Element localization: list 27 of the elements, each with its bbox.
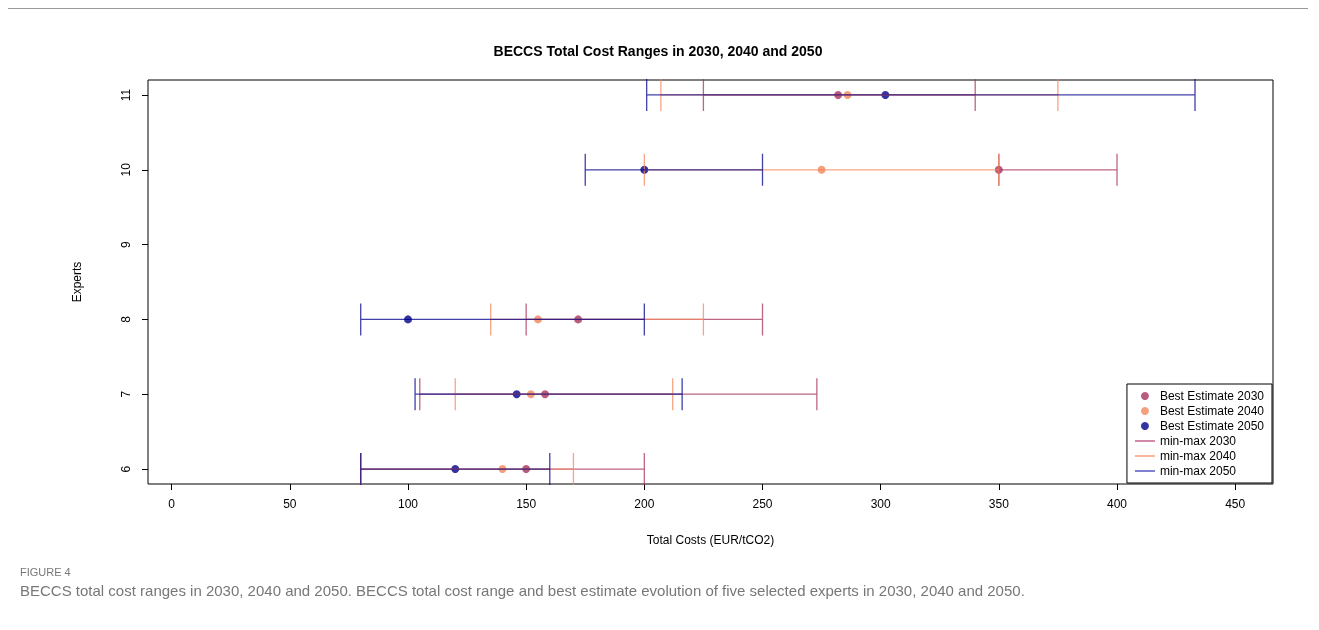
x-tick-label: 450 (1225, 497, 1246, 511)
x-tick-label: 350 (988, 497, 1010, 511)
x-tick-label: 250 (752, 497, 773, 511)
y-tick-label: 9 (119, 240, 133, 248)
legend-label: Best Estimate 2040 (1159, 404, 1265, 418)
y-tick-label: 8 (119, 315, 133, 323)
legend-label: min-max 2030 (1159, 434, 1237, 448)
x-tick-label: 150 (516, 497, 537, 511)
caption: FIGURE 4 (20, 566, 72, 578)
x-tick-label: 200 (634, 497, 655, 511)
legend-label: Best Estimate 2030 (1159, 389, 1265, 403)
x-tick-label: 300 (870, 497, 891, 511)
x-tick-label: 100 (397, 497, 419, 511)
text: BECCS total cost ranges in 2030, 2040 and 2050. BECCS total cost range and best estimate evolution of five selected experts in 2030, 2040 and 2050. (20, 582, 1026, 599)
legend-label: min-max 2040 (1159, 449, 1237, 463)
x-axis-title: Total Costs (EUR/tCO2) (646, 533, 775, 547)
legend-label: Best Estimate 2050 (1159, 419, 1265, 433)
y-tick-label: 6 (119, 465, 133, 473)
x-tick-label: 50 (283, 497, 297, 511)
x-tick-label: 0 (168, 497, 176, 511)
y-tick-label: 11 (119, 88, 133, 102)
legend-label: min-max 2050 (1159, 464, 1237, 478)
y-axis-title: Experts (70, 261, 84, 303)
chart-title: BECCS Total Cost Ranges in 2030, 2040 and 2050 (493, 43, 823, 59)
x-tick-label: 400 (1107, 497, 1128, 511)
y-tick-label: 10 (119, 162, 133, 177)
y-tick-label: 7 (119, 390, 133, 398)
